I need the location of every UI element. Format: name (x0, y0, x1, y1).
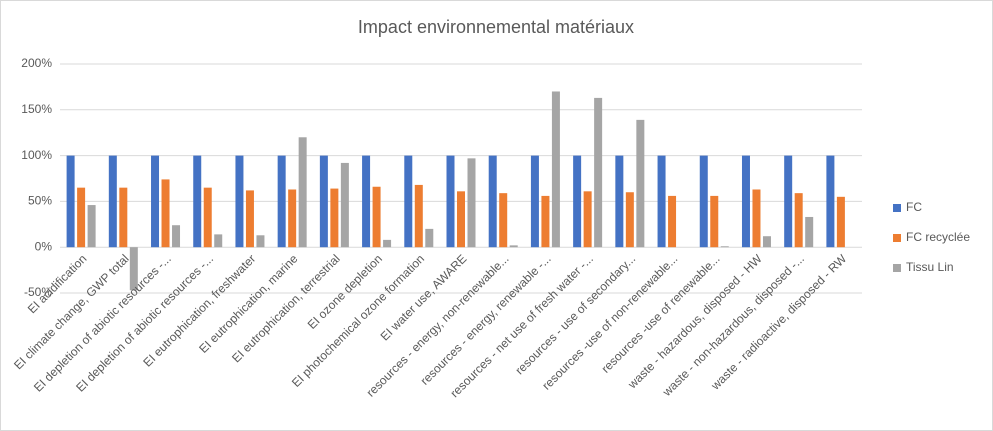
bar (235, 155, 244, 248)
bar (805, 216, 814, 248)
bar (794, 193, 803, 248)
bar (87, 205, 96, 248)
bar (752, 189, 761, 248)
bar (340, 162, 349, 248)
bar (203, 187, 212, 248)
y-tick-label: 100% (21, 148, 52, 162)
bar (720, 246, 729, 248)
y-tick-label: 200% (21, 56, 52, 70)
legend-label: Tissu Lin (906, 260, 954, 274)
bar (573, 155, 582, 248)
bar (214, 234, 223, 248)
bar (119, 187, 128, 248)
legend-swatch (893, 204, 901, 212)
bar (499, 193, 508, 248)
bar (383, 239, 392, 248)
bar (457, 191, 465, 248)
bar (625, 192, 634, 248)
bar (245, 190, 254, 248)
bar (762, 236, 771, 248)
bar (636, 119, 645, 248)
bar (372, 186, 381, 248)
bar (826, 155, 835, 248)
bar (657, 155, 666, 248)
bar (530, 155, 539, 248)
bar (615, 155, 624, 248)
legend-swatch (893, 264, 901, 272)
bar (256, 235, 265, 248)
bar (488, 155, 497, 248)
bar (193, 155, 202, 248)
bar (594, 97, 603, 248)
bar (583, 191, 592, 248)
bar (784, 155, 793, 248)
legend-label: FC recyclée (906, 230, 970, 244)
bar (330, 188, 339, 248)
bar (741, 155, 750, 248)
bar (414, 184, 423, 248)
bar (277, 155, 286, 248)
bar (836, 196, 845, 248)
bar (446, 155, 455, 248)
bar (362, 155, 371, 248)
y-tick-label: 150% (21, 102, 52, 116)
bar (699, 155, 708, 248)
legend-swatch (893, 234, 901, 242)
bar (509, 245, 518, 248)
y-tick-label: 50% (28, 194, 52, 208)
legend-label: FC (906, 200, 922, 214)
bar (668, 195, 677, 248)
y-tick-label: -50% (24, 285, 52, 299)
bar (551, 91, 560, 248)
bar (129, 247, 138, 291)
bar (172, 225, 181, 248)
bar (425, 228, 434, 248)
bar (710, 195, 719, 248)
bar (319, 155, 328, 248)
bar (288, 189, 297, 248)
bar (108, 155, 117, 248)
y-tick-label: 0% (35, 239, 53, 253)
bar (541, 195, 550, 248)
bar (151, 155, 160, 248)
bar (161, 179, 170, 248)
bar (467, 158, 476, 248)
bar (298, 137, 307, 248)
chart-title: Impact environnemental matériaux (358, 17, 634, 37)
bar (66, 155, 75, 248)
bar (77, 187, 86, 248)
bar (404, 155, 413, 248)
